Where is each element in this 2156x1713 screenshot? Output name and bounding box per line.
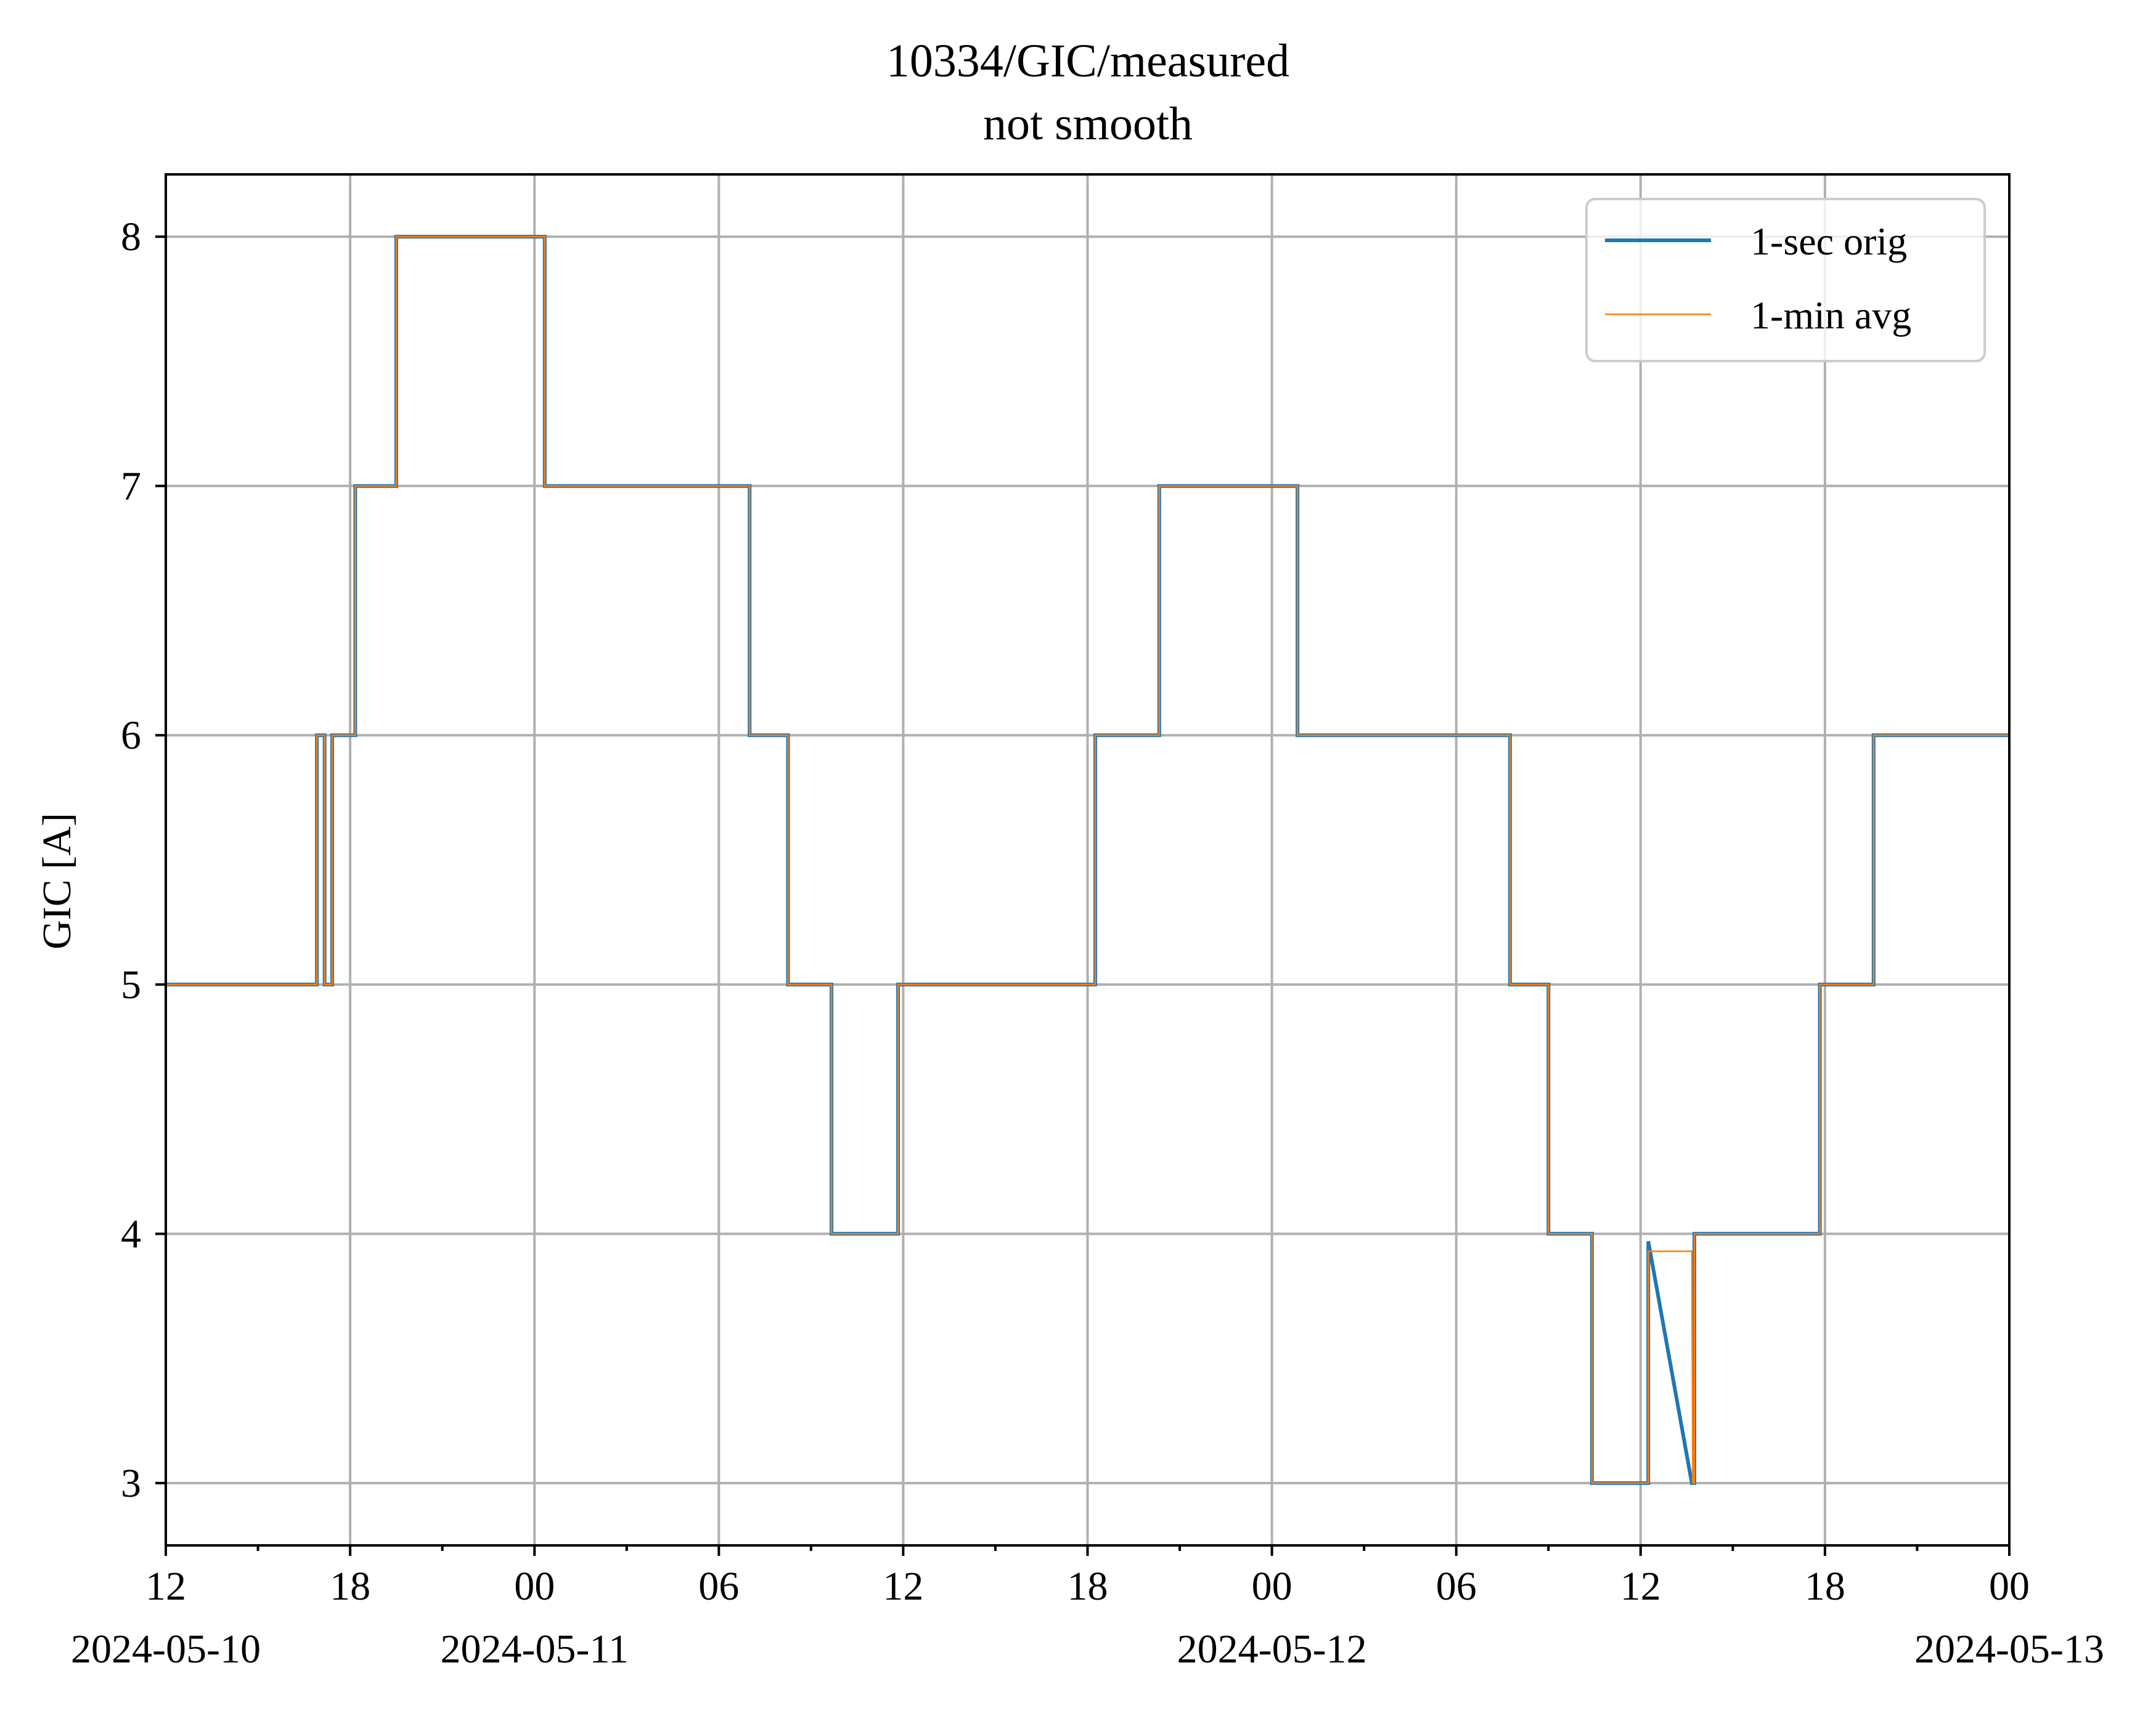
- y-tick-label: 6: [121, 713, 141, 758]
- x-tick-label: 06: [1436, 1564, 1477, 1609]
- legend-label-1-min-avg: 1-min avg: [1750, 293, 1911, 337]
- tick-layer: 3 4 5 6 7 8 12 2024-05-10 18 00 2024-05-11 06 12 18 00…: [71, 214, 2104, 1672]
- x-tick-label: 00: [1252, 1564, 1292, 1609]
- x-tick-date-label: 2024-05-10: [71, 1627, 261, 1672]
- chart-subtitle: not smooth: [983, 98, 1193, 150]
- y-tick-label: 8: [121, 214, 141, 259]
- y-tick-label: 5: [121, 962, 141, 1007]
- x-tick-label: 18: [1805, 1564, 1845, 1609]
- y-axis-label: GIC [A]: [35, 813, 80, 950]
- y-tick-label: 3: [121, 1461, 141, 1506]
- x-tick-date-label: 2024-05-12: [1177, 1627, 1367, 1672]
- x-tick-label: 00: [1989, 1564, 2030, 1609]
- x-tick-label: 06: [698, 1564, 739, 1609]
- x-tick-label: 00: [514, 1564, 555, 1609]
- series-line-1-min-avg: [166, 235, 2009, 1484]
- x-tick-date-label: 2024-05-13: [1914, 1627, 2104, 1672]
- series-layer: [166, 235, 2009, 1485]
- y-tick-label: 7: [121, 464, 141, 509]
- x-tick-date-label: 2024-05-11: [440, 1627, 629, 1672]
- x-tick-label: 18: [1068, 1564, 1108, 1609]
- x-tick-label: 12: [883, 1564, 923, 1609]
- x-tick-label: 12: [145, 1564, 186, 1609]
- chart-title: 10334/GIC/measured: [886, 35, 1289, 87]
- legend-label-1-sec-orig: 1-sec orig: [1750, 219, 1907, 263]
- x-tick-label: 18: [330, 1564, 370, 1609]
- x-tick-label: 12: [1620, 1564, 1661, 1609]
- y-tick-label: 4: [121, 1211, 141, 1256]
- legend: 1-sec orig 1-min avg: [1585, 198, 1986, 362]
